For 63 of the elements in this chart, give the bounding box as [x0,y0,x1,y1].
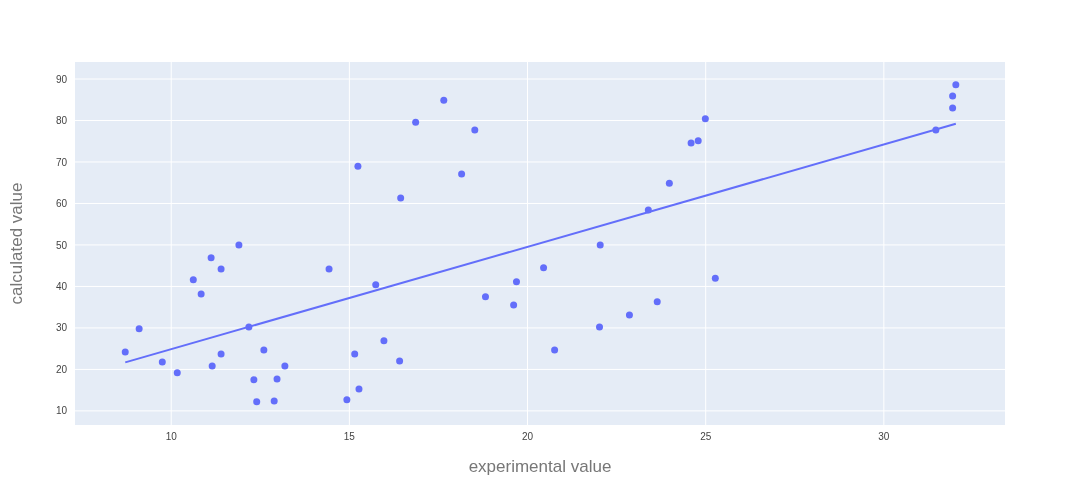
point [510,301,518,309]
point [270,397,278,405]
point [412,118,420,126]
point [250,376,258,384]
y-tick-label: 50 [55,239,68,251]
point [343,396,351,404]
point [481,293,489,301]
y-tick-label: 40 [55,280,68,292]
y-tick-label: 60 [55,198,68,210]
y-tick-label: 20 [55,363,68,375]
point [694,137,702,145]
point [458,170,466,178]
y-axis-title: calculated value [7,182,27,305]
point [189,276,197,284]
point [949,92,957,100]
point [208,362,216,370]
point [625,311,633,319]
x-tick-label: 10 [165,431,178,443]
point [372,281,380,289]
point [235,241,243,249]
point [355,385,363,393]
point [158,358,166,366]
x-tick-label: 20 [521,431,534,443]
point [952,81,960,89]
point [173,369,181,377]
point [471,126,479,134]
y-tick-label: 70 [55,156,68,168]
point [217,350,225,358]
point [217,265,225,273]
point [121,348,129,356]
point [540,264,548,272]
point [396,357,404,365]
point [135,325,143,333]
point [397,194,405,202]
point [551,346,559,354]
point [701,115,709,123]
point [665,179,673,187]
point [197,290,205,298]
point [949,104,957,112]
point [687,139,695,147]
point [351,350,359,358]
point [440,96,448,104]
x-axis-title: experimental value [468,457,612,476]
point [253,398,261,406]
y-tick-label: 80 [55,115,68,127]
point [260,346,268,354]
point [380,337,388,345]
x-tick-label: 15 [343,431,356,443]
point [596,241,604,249]
point [354,162,362,170]
y-tick-label: 30 [55,322,68,334]
point [596,323,604,331]
point [325,265,333,273]
point [512,278,520,286]
x-tick-label: 30 [878,431,890,443]
point [281,362,289,370]
x-tick-label: 25 [700,431,712,443]
point [273,375,281,383]
point [711,274,719,282]
y-tick-label: 90 [55,73,68,85]
y-tick-label: 10 [55,405,68,417]
point [653,298,661,306]
point [207,254,215,262]
